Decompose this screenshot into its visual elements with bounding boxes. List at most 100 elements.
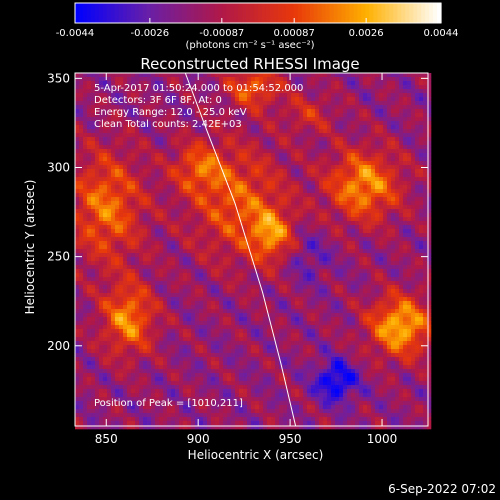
heatmap-cell [299, 153, 304, 158]
heatmap-cell [403, 137, 408, 142]
heatmap-cell [191, 253, 196, 258]
heatmap-cell [155, 217, 160, 222]
heatmap-cell [227, 161, 232, 166]
heatmap-cell [231, 169, 236, 174]
heatmap-cell [207, 273, 212, 278]
heatmap-cell [367, 229, 372, 234]
heatmap-cell [255, 253, 260, 258]
heatmap-cell [403, 129, 408, 134]
heatmap-cell [147, 173, 152, 178]
heatmap-cell [347, 113, 352, 118]
heatmap-cell [151, 237, 156, 242]
colorbar-swatch [202, 3, 207, 23]
heatmap-cell [83, 145, 88, 150]
heatmap-cell [223, 289, 228, 294]
heatmap-cell [187, 153, 192, 158]
heatmap-cell [311, 149, 316, 154]
heatmap-cell [203, 193, 208, 198]
heatmap-cell [135, 257, 140, 262]
heatmap-cell [123, 101, 128, 106]
heatmap-cell [227, 85, 232, 90]
heatmap-cell [175, 97, 180, 102]
heatmap-cell [143, 125, 148, 130]
heatmap-cell [359, 213, 364, 218]
colorbar-tick-label: -0.0044 [56, 28, 95, 39]
heatmap-cell [135, 261, 140, 266]
heatmap-cell [391, 125, 396, 130]
heatmap-cell [303, 257, 308, 262]
colorbar-swatch [401, 3, 406, 23]
heatmap-cell [151, 137, 156, 142]
heatmap-cell [187, 217, 192, 222]
heatmap-cell [163, 173, 168, 178]
heatmap-cell [395, 165, 400, 170]
heatmap-cell [307, 85, 312, 90]
heatmap-cell [379, 213, 384, 218]
heatmap-cell [127, 161, 132, 166]
heatmap-cell [195, 213, 200, 218]
heatmap-cell [99, 169, 104, 174]
heatmap-cell [399, 105, 404, 110]
colorbar-swatch [265, 3, 271, 23]
heatmap-cell [311, 241, 316, 246]
heatmap-cell [87, 141, 92, 146]
heatmap-cell [383, 81, 388, 86]
heatmap-cell [307, 125, 312, 130]
heatmap-cell [287, 241, 292, 246]
heatmap-cell [199, 269, 204, 274]
heatmap-cell [335, 269, 340, 274]
heatmap-cell [379, 149, 384, 154]
heatmap-cell [243, 241, 248, 246]
heatmap-cell [83, 73, 88, 78]
heatmap-cell [123, 237, 128, 242]
heatmap-cell [343, 233, 348, 238]
heatmap-cell [363, 241, 368, 246]
heatmap-cell [335, 73, 340, 78]
heatmap-cell [91, 109, 96, 114]
heatmap-cell [203, 237, 208, 242]
heatmap-cell [343, 281, 348, 286]
heatmap-cell [323, 157, 328, 162]
heatmap-cell [75, 161, 80, 166]
heatmap-cell [403, 289, 408, 294]
heatmap-cell [303, 97, 308, 102]
heatmap-cell [227, 221, 232, 226]
heatmap-cell [351, 165, 356, 170]
heatmap-cell [311, 73, 316, 78]
heatmap-cell [383, 237, 388, 242]
heatmap-cell [251, 173, 256, 178]
heatmap-cell [91, 177, 96, 182]
heatmap-cell [171, 153, 176, 158]
heatmap-cell [191, 189, 196, 194]
heatmap-cell [147, 145, 152, 150]
heatmap-cell [395, 169, 400, 174]
heatmap-cell [227, 93, 232, 98]
heatmap-cell [243, 249, 248, 254]
heatmap-cell [383, 249, 388, 254]
heatmap-cell [207, 201, 212, 206]
heatmap-cell [115, 117, 120, 122]
heatmap-cell [295, 257, 300, 262]
heatmap-cell [339, 117, 344, 122]
heatmap-cell [295, 209, 300, 214]
heatmap-cell [291, 117, 296, 122]
heatmap-cell [355, 241, 360, 246]
heatmap-cell [279, 273, 284, 278]
heatmap-cell [303, 197, 308, 202]
heatmap-cell [359, 281, 364, 286]
heatmap-cell [223, 201, 228, 206]
heatmap-cell [223, 197, 228, 202]
heatmap-cell [375, 273, 380, 278]
heatmap-cell [223, 109, 228, 114]
heatmap-cell [263, 85, 268, 90]
heatmap-cell [407, 273, 412, 278]
heatmap-cell [107, 117, 112, 122]
heatmap-cell [159, 253, 164, 258]
heatmap-cell [259, 137, 264, 142]
heatmap-cell [171, 177, 176, 182]
heatmap-cell [371, 221, 376, 226]
heatmap-cell [171, 249, 176, 254]
heatmap-cell [307, 241, 312, 246]
heatmap-cell [171, 149, 176, 154]
